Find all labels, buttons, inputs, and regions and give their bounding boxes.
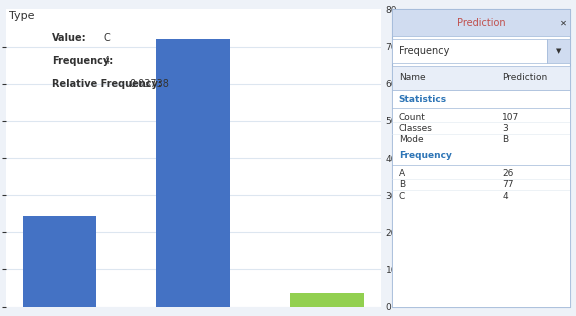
Bar [23, 216, 96, 307]
Text: 26: 26 [502, 169, 514, 178]
Text: Frequency: Frequency [399, 151, 452, 160]
Text: Name: Name [399, 73, 426, 82]
Text: 77: 77 [502, 180, 514, 189]
Text: Statistics: Statistics [399, 95, 447, 104]
FancyBboxPatch shape [392, 9, 570, 307]
Text: Prediction: Prediction [502, 73, 548, 82]
Text: Value:: Value: [52, 33, 86, 43]
Text: C: C [104, 33, 111, 43]
Text: ▼: ▼ [556, 48, 562, 54]
Text: Prediction: Prediction [457, 18, 505, 28]
Text: 4: 4 [104, 56, 110, 66]
Text: C: C [399, 191, 405, 201]
FancyBboxPatch shape [392, 9, 570, 36]
Text: 3: 3 [502, 124, 508, 133]
Text: Count: Count [399, 112, 426, 122]
Text: B: B [502, 135, 509, 144]
Text: Frequency:: Frequency: [52, 56, 113, 66]
Text: 4: 4 [502, 191, 508, 201]
Text: Classes: Classes [399, 124, 433, 133]
FancyBboxPatch shape [392, 66, 570, 90]
Text: 0.03738: 0.03738 [130, 79, 169, 89]
FancyBboxPatch shape [392, 90, 570, 307]
Y-axis label: Frequency: Frequency [401, 133, 411, 183]
FancyBboxPatch shape [392, 39, 547, 63]
FancyBboxPatch shape [547, 39, 570, 63]
Text: Mode: Mode [399, 135, 423, 144]
Text: Frequency: Frequency [399, 46, 449, 56]
Bar [157, 39, 230, 307]
Bar [290, 293, 363, 307]
Text: ✕: ✕ [560, 18, 567, 27]
Text: 107: 107 [502, 112, 520, 122]
Text: Type: Type [9, 11, 34, 21]
Text: A: A [399, 169, 405, 178]
Text: B: B [399, 180, 405, 189]
Text: Relative Frequency:: Relative Frequency: [52, 79, 162, 89]
